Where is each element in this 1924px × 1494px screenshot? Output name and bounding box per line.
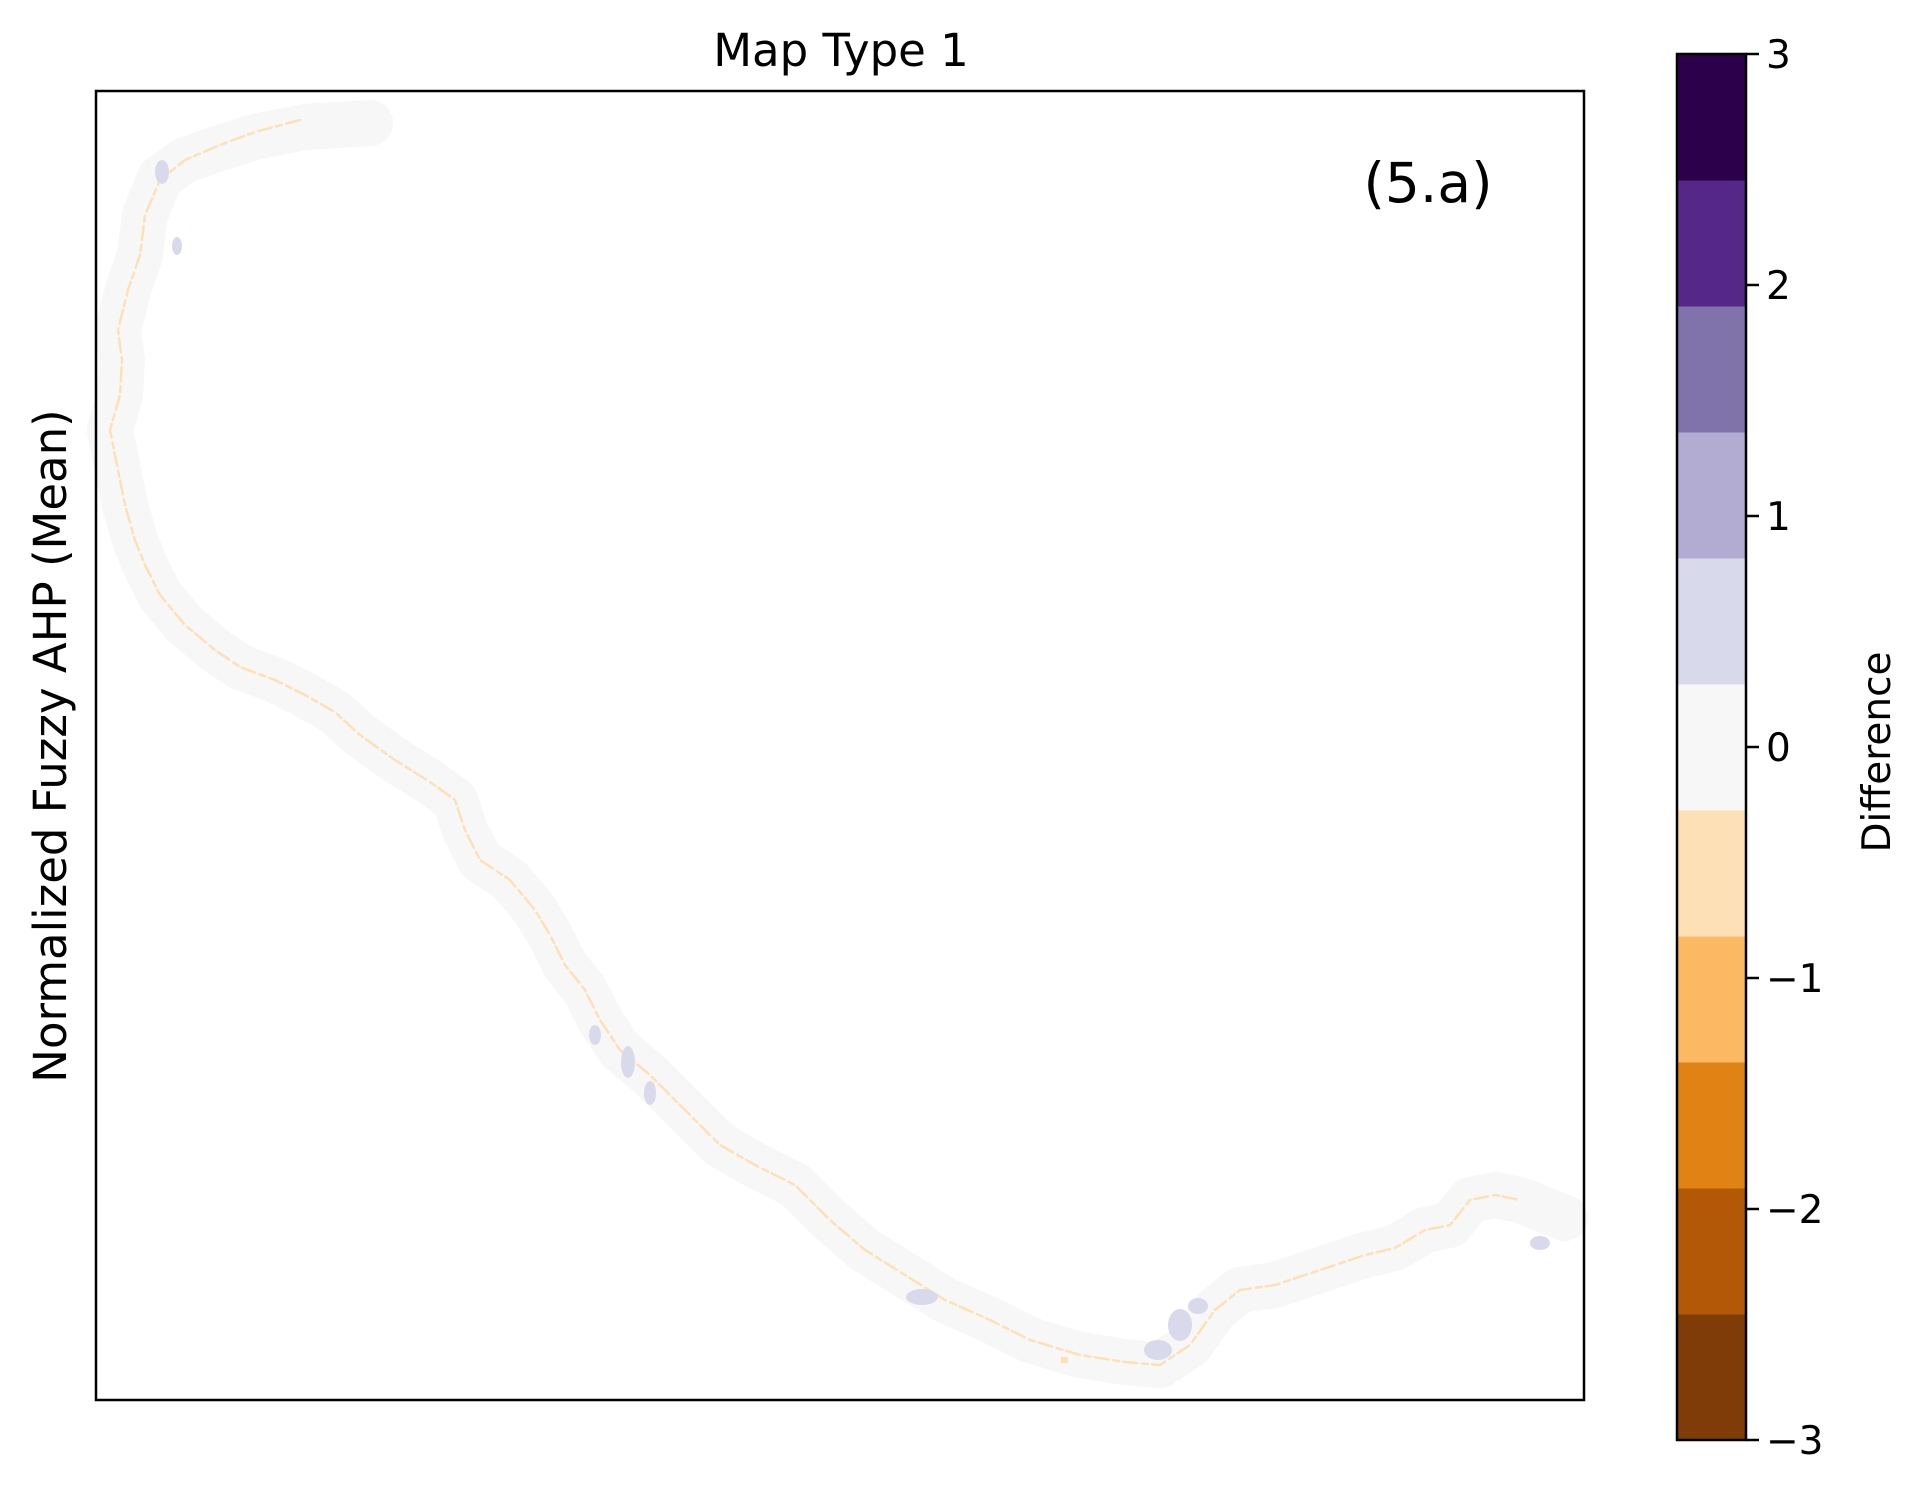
- colorbar-bin: [1677, 936, 1746, 1063]
- colorbar: −3 −2 −1 0 1 2 3 Difference: [1675, 33, 1900, 1464]
- positive-patch: [1530, 1236, 1550, 1250]
- colorbar-bin: [1677, 557, 1746, 685]
- colorbar-ticks: −3 −2 −1 0 1 2 3: [1746, 33, 1824, 1464]
- positive-difference-patches: [155, 160, 1550, 1360]
- negative-patch: [1061, 1357, 1068, 1363]
- colorbar-bin: [1677, 684, 1746, 811]
- colorbar-bin: [1677, 54, 1746, 181]
- colorbar-tick-label: −3: [1766, 1419, 1824, 1464]
- colorbar-tick-label: −2: [1766, 1188, 1824, 1233]
- positive-patch: [589, 1025, 601, 1045]
- colorbar-bin: [1677, 305, 1746, 433]
- map-plot-area: (5.a): [87, 89, 1588, 1402]
- colorbar-label: Difference: [1855, 651, 1900, 852]
- colorbar-bin: [1677, 1188, 1746, 1315]
- colorbar-tick-label: 2: [1766, 264, 1791, 309]
- positive-patch: [906, 1289, 938, 1305]
- positive-patch: [1168, 1309, 1192, 1341]
- colorbar-bin: [1677, 1061, 1746, 1189]
- positive-patch: [172, 237, 182, 255]
- colorbar-tick-label: 3: [1766, 33, 1791, 78]
- colorbar-tick-label: 1: [1766, 495, 1791, 540]
- panel-label: (5.a): [1363, 151, 1492, 215]
- colorbar-bin: [1677, 809, 1746, 937]
- positive-patch: [1188, 1298, 1208, 1314]
- colorbar-tick-label: −1: [1766, 957, 1824, 1002]
- colorbar-bins: [1677, 54, 1746, 1441]
- positive-patch: [1144, 1340, 1172, 1360]
- colorbar-bin: [1677, 1313, 1746, 1441]
- colorbar-bin: [1677, 180, 1746, 307]
- colorbar-bin: [1677, 432, 1746, 559]
- positive-patch: [621, 1046, 635, 1078]
- y-axis-label: Normalized Fuzzy AHP (Mean): [24, 409, 77, 1082]
- negative-difference-channel: [108, 118, 1522, 1367]
- positive-patch: [155, 160, 169, 184]
- map-axes-frame: [94, 89, 1586, 1402]
- map-title: Map Type 1: [713, 24, 969, 77]
- positive-patch: [644, 1081, 656, 1105]
- colorbar-tick-label: 0: [1766, 726, 1791, 771]
